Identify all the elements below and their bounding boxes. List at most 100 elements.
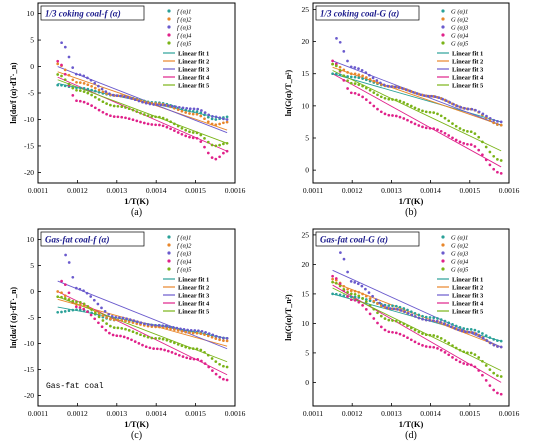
data-point [206, 115, 210, 119]
data-point [86, 87, 90, 91]
x-tick-label: 0.0013 [381, 186, 402, 195]
data-point [144, 345, 148, 349]
data-point [210, 117, 214, 121]
data-point [163, 103, 166, 107]
data-point [481, 359, 484, 363]
data-point [436, 128, 439, 132]
legend-entry: Linear fit 5 [178, 309, 210, 316]
data-point [181, 106, 185, 110]
y-tick-label: -10 [24, 115, 34, 124]
data-point [93, 309, 97, 313]
data-point [165, 118, 169, 122]
data-point [402, 307, 406, 310]
data-point [471, 331, 474, 334]
data-point [204, 331, 207, 334]
data-point [424, 333, 428, 337]
data-point [387, 113, 391, 117]
data-point [71, 275, 75, 279]
data-point [361, 74, 364, 78]
data-point [90, 311, 93, 315]
data-point [199, 348, 203, 352]
data-point [155, 103, 159, 107]
data-point [436, 317, 439, 320]
data-point [82, 302, 86, 306]
y-tick-label: -15 [24, 365, 34, 374]
data-point [67, 261, 71, 264]
data-point [75, 303, 78, 306]
data-point [75, 308, 78, 312]
data-point [137, 99, 141, 103]
data-point [146, 122, 150, 126]
data-point [424, 318, 428, 322]
data-point [136, 320, 139, 324]
data-point [389, 307, 392, 310]
data-point [165, 338, 169, 342]
data-point [71, 299, 75, 303]
data-point [413, 106, 417, 110]
data-point [449, 325, 453, 329]
data-point [481, 140, 484, 144]
data-point [105, 322, 108, 325]
x-tick-label: 0.0016 [225, 186, 246, 195]
data-point [424, 126, 428, 130]
legend-entry: f (α)3 [177, 25, 192, 32]
data-point [371, 294, 374, 298]
data-point [179, 327, 182, 331]
x-tick-label: 0.0013 [106, 186, 127, 195]
x-tick-label: 0.0012 [342, 409, 363, 418]
data-point [63, 45, 67, 49]
data-point [222, 377, 225, 381]
data-point [387, 304, 391, 307]
legend-marker [167, 251, 171, 255]
legend: G (α)1G (α)2G (α)3G (α)4G (α)5 Linear fit… [437, 235, 484, 316]
data-point [225, 141, 229, 145]
data-point [443, 339, 447, 342]
data-point [122, 335, 126, 339]
data-point [173, 328, 176, 331]
data-point [342, 79, 346, 82]
data-point [353, 292, 357, 296]
legend-entry: Linear fit 4 [178, 75, 210, 82]
data-point [214, 144, 218, 148]
data-point [379, 325, 383, 329]
data-point [176, 329, 180, 332]
data-point [125, 317, 128, 321]
data-point [335, 37, 338, 40]
data-point [157, 324, 161, 327]
panel-title-box: Gas-fat coal-f (α) [40, 231, 145, 247]
legend: f (α)1f (α)2f (α)3f (α)4f (α)5 Linear fit… [163, 9, 210, 90]
y-tick-label: 0 [30, 287, 34, 296]
data-point [439, 129, 443, 133]
legend-marker [167, 33, 171, 37]
data-point [210, 156, 214, 159]
data-point [127, 117, 131, 121]
data-point [169, 120, 172, 124]
data-point [469, 130, 473, 134]
data-point [133, 340, 137, 343]
data-point [360, 69, 364, 72]
data-point [499, 172, 503, 175]
data-point [444, 99, 448, 103]
data-point [170, 351, 174, 354]
data-point [152, 103, 155, 106]
y-tick-label: 5 [30, 261, 34, 270]
data-point [439, 348, 443, 352]
data-point [413, 122, 417, 126]
data-point [441, 97, 444, 101]
data-point [86, 91, 90, 95]
data-point [484, 334, 488, 337]
legend-marker [441, 235, 445, 239]
fit-line-5 [332, 70, 502, 152]
fit-line-3 [332, 269, 502, 348]
data-point [346, 295, 349, 298]
data-point [97, 84, 100, 88]
data-point [406, 311, 410, 315]
data-point [428, 345, 432, 349]
series-4 [331, 274, 503, 396]
data-point [448, 101, 452, 104]
data-point [222, 336, 225, 340]
data-point [417, 124, 421, 127]
data-point [200, 359, 203, 363]
plot-frame [312, 2, 510, 184]
data-point [485, 114, 488, 118]
